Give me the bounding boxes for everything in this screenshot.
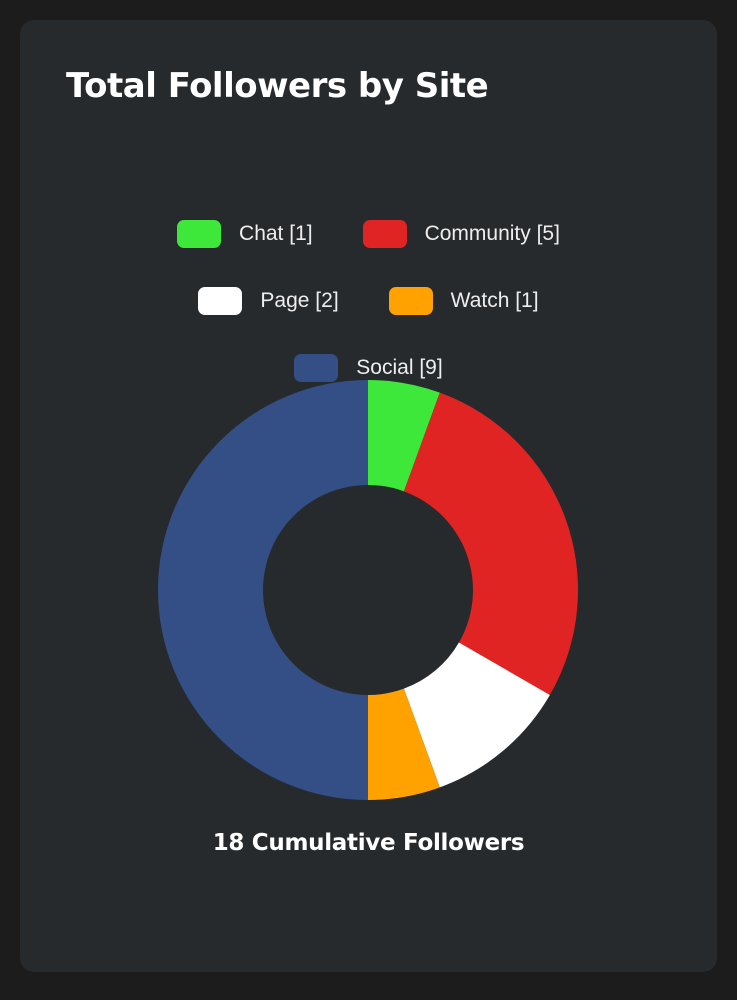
legend-item-community[interactable]: Community [5] (362, 219, 560, 248)
chart-title: Total Followers by Site (66, 66, 489, 106)
legend-swatch (177, 219, 222, 248)
legend-label: Page [2] (260, 288, 339, 312)
legend-label: Social [9] (356, 355, 443, 379)
legend-row: Social [9] (20, 334, 717, 401)
legend-item-social[interactable]: Social [9] (294, 353, 443, 382)
legend-row: Page [2] Watch [1] (20, 267, 717, 334)
legend-item-chat[interactable]: Chat [1] (177, 219, 313, 248)
legend: Chat [1] Community [5] Page [2] Watch [1… (20, 200, 717, 401)
donut-slice-community[interactable] (403, 392, 579, 695)
legend-swatch (294, 353, 339, 382)
legend-row: Chat [1] Community [5] (20, 200, 717, 267)
legend-label: Chat [1] (239, 221, 313, 245)
chart-card: Total Followers by Site Chat [1] Communi… (20, 20, 717, 972)
donut-slice-page[interactable] (403, 642, 550, 788)
legend-swatch (198, 286, 243, 315)
donut-chart (158, 380, 579, 800)
legend-item-page[interactable]: Page [2] (198, 286, 339, 315)
legend-label: Community [5] (424, 221, 560, 245)
total-followers: 18 Cumulative Followers (212, 830, 525, 856)
legend-swatch (388, 286, 433, 315)
legend-item-watch[interactable]: Watch [1] (388, 286, 539, 315)
donut-slice-watch[interactable] (368, 688, 440, 800)
legend-swatch (362, 219, 407, 248)
donut-slice-social[interactable] (158, 380, 368, 800)
donut-slice-chat[interactable] (368, 380, 440, 492)
legend-label: Watch [1] (450, 288, 539, 312)
